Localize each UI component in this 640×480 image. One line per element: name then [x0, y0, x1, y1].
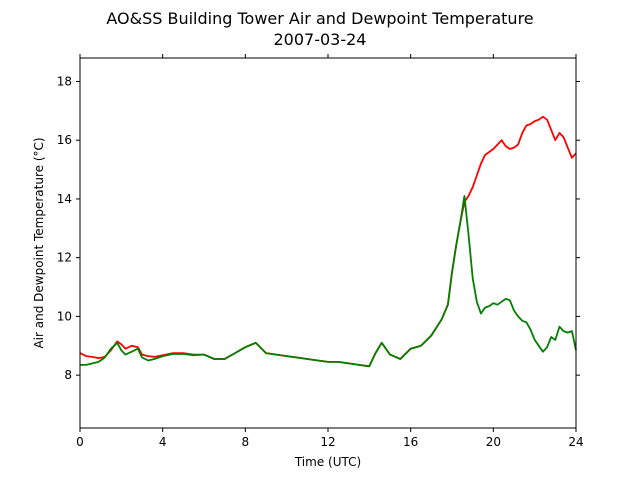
y-tick-label: 14: [57, 192, 72, 206]
x-tick-label: 12: [320, 435, 335, 449]
x-tick-label: 24: [568, 435, 583, 449]
y-axis-label: Air and Dewpoint Temperature (°C): [32, 137, 46, 348]
y-tick-label: 12: [57, 251, 72, 265]
x-tick-label: 20: [486, 435, 501, 449]
y-tick-label: 8: [64, 368, 72, 382]
y-tick-label: 10: [57, 309, 72, 323]
series-line-1: [79, 115, 577, 368]
series-line-2: [80, 195, 577, 368]
series-layer: [79, 115, 577, 368]
x-tick-label: 8: [242, 435, 250, 449]
chart-title: AO&SS Building Tower Air and Dewpoint Te…: [106, 9, 533, 28]
x-tick-label: 16: [403, 435, 418, 449]
y-tick-label: 16: [57, 133, 72, 147]
y-tick-label: 18: [57, 74, 72, 88]
x-tick-label: 4: [159, 435, 167, 449]
plot-frame: [79, 57, 577, 429]
x-axis-label: Time (UTC): [294, 455, 361, 469]
chart-subtitle: 2007-03-24: [274, 30, 367, 49]
tick-layer: 0 4 8 12 16 20 24 8 10 12 14 16 18: [57, 54, 584, 449]
x-tick-label: 0: [76, 435, 84, 449]
